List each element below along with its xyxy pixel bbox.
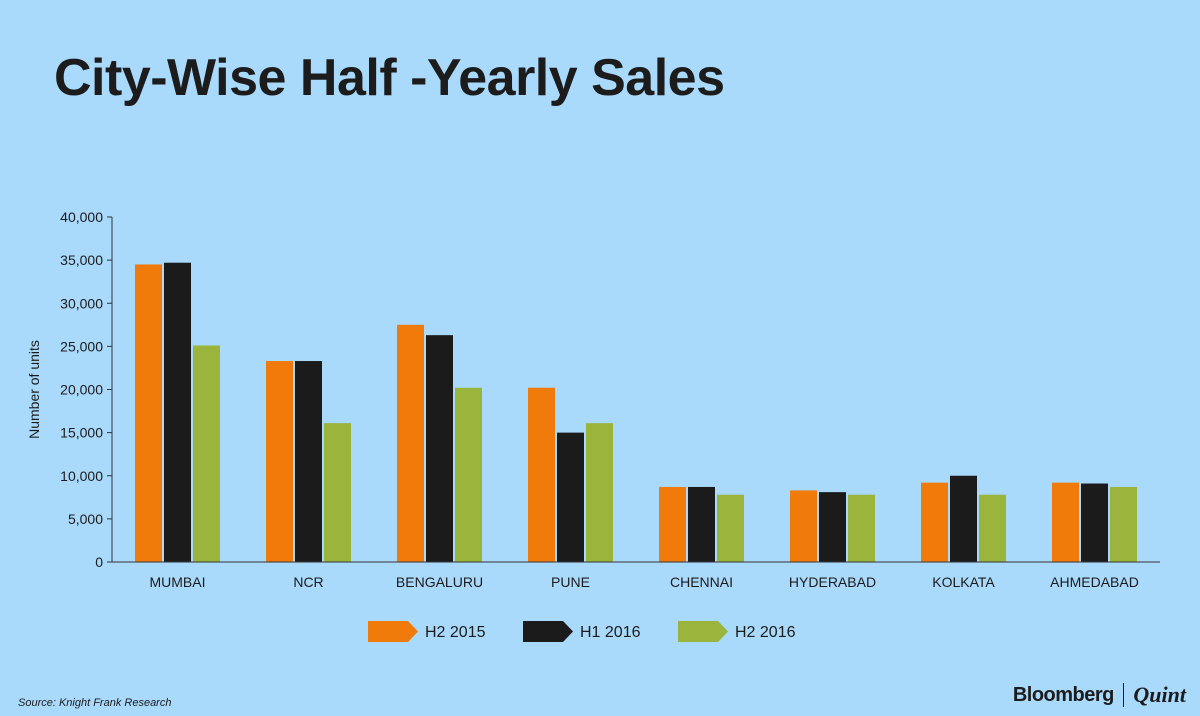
bar [164, 262, 191, 562]
bar [295, 361, 322, 562]
bar [819, 492, 846, 562]
legend-swatch [678, 621, 728, 642]
bar [790, 490, 817, 562]
brand-quint: Quint [1133, 682, 1186, 707]
legend-label: H2 2015 [425, 624, 486, 641]
y-tick-label: 30,000 [60, 295, 103, 311]
x-tick-label: AHMEDABAD [1050, 574, 1139, 590]
bar [528, 387, 555, 562]
y-tick-label: 5,000 [68, 511, 103, 527]
brand-divider [1122, 683, 1125, 707]
x-tick-label: HYDERABAD [789, 574, 876, 590]
bar [193, 345, 220, 562]
bar [455, 387, 482, 562]
bar [1110, 486, 1137, 562]
bar [1052, 482, 1079, 562]
bar [659, 486, 686, 562]
y-tick-label: 15,000 [60, 425, 103, 441]
legend-swatch [523, 621, 573, 642]
x-tick-label: KOLKATA [932, 574, 995, 590]
bar [426, 335, 453, 562]
x-tick-label: MUMBAI [150, 574, 206, 590]
bar [921, 482, 948, 562]
bar [688, 486, 715, 562]
chart-title: City-Wise Half -Yearly Sales [54, 49, 725, 107]
y-tick-label: 20,000 [60, 382, 103, 398]
y-tick-label: 10,000 [60, 468, 103, 484]
bar [586, 423, 613, 562]
bar [135, 264, 162, 562]
legend-swatch [368, 621, 418, 642]
brand-bloomberg: Bloomberg [1012, 683, 1115, 706]
y-tick-label: 0 [95, 554, 103, 570]
y-tick-label: 25,000 [60, 338, 103, 354]
x-tick-label: CHENNAI [670, 574, 733, 590]
bar [950, 475, 977, 562]
bar [848, 494, 875, 562]
bar [324, 423, 351, 562]
y-tick-label: 40,000 [60, 209, 103, 225]
bar [1081, 483, 1108, 562]
bar [717, 494, 744, 562]
y-tick-label: 35,000 [60, 252, 103, 268]
legend-label: H2 2016 [735, 624, 796, 641]
x-tick-label: PUNE [551, 574, 590, 590]
y-axis-label: Number of units [26, 340, 42, 439]
x-tick-label: NCR [293, 574, 323, 590]
bar [266, 361, 293, 562]
bar [979, 494, 1006, 562]
source-note: Source: Knight Frank Research [18, 697, 172, 709]
brand-logo: Bloomberg Quint [1013, 682, 1186, 708]
legend-label: H1 2016 [580, 624, 641, 641]
bar [557, 432, 584, 562]
x-tick-label: BENGALURU [396, 574, 483, 590]
bar [397, 324, 424, 562]
